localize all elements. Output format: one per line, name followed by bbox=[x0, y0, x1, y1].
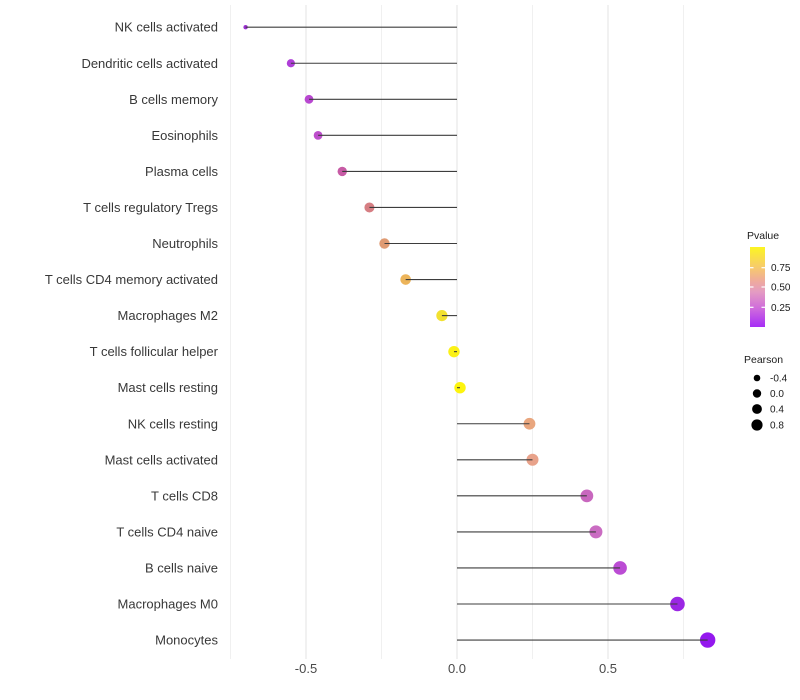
y-axis-label: Mast cells activated bbox=[105, 452, 218, 467]
pearson-legend-label: -0.4 bbox=[770, 374, 788, 385]
pearson-legend-label: 0.8 bbox=[770, 421, 784, 432]
pvalue-colorbar bbox=[750, 247, 765, 327]
y-axis-label: Eosinophils bbox=[152, 128, 219, 143]
y-axis-label: NK cells resting bbox=[128, 416, 218, 431]
y-axis-label: Neutrophils bbox=[152, 236, 218, 251]
y-axis-label: Plasma cells bbox=[145, 164, 218, 179]
pearson-legend-title: Pearson bbox=[744, 354, 783, 366]
pearson-legend-dot bbox=[753, 374, 761, 382]
lollipop-dot bbox=[448, 345, 460, 358]
y-axis-label: Monocytes bbox=[155, 633, 218, 648]
pearson-legend-dot bbox=[752, 404, 762, 414]
pearson-legend-label: 0.0 bbox=[770, 389, 784, 400]
y-axis-label: B cells naive bbox=[145, 560, 218, 575]
pearson-legend-dot bbox=[751, 419, 763, 431]
pearson-legend-label: 0.4 bbox=[770, 405, 784, 416]
pvalue-tick-label: 0.50 bbox=[771, 283, 791, 294]
pvalue-legend-title: Pvalue bbox=[747, 230, 779, 242]
pvalue-tick-label: 0.25 bbox=[771, 303, 791, 314]
x-tick-label: 0.5 bbox=[599, 661, 617, 676]
y-axis-label: T cells follicular helper bbox=[90, 344, 219, 359]
y-axis-label: T cells regulatory Tregs bbox=[83, 200, 218, 215]
y-axis-label: NK cells activated bbox=[115, 20, 218, 35]
pvalue-tick-label: 0.75 bbox=[771, 263, 791, 274]
y-axis-label: Macrophages M2 bbox=[118, 308, 218, 323]
x-tick-label: 0.0 bbox=[448, 661, 466, 676]
y-axis-label: T cells CD4 memory activated bbox=[45, 272, 218, 287]
lollipop-dot bbox=[379, 238, 390, 249]
y-axis-label: Macrophages M0 bbox=[118, 597, 218, 612]
pearson-legend-dot bbox=[752, 389, 762, 398]
y-axis-label: T cells CD4 naive bbox=[116, 524, 218, 539]
y-axis-label: B cells memory bbox=[129, 92, 218, 107]
y-axis-label: T cells CD8 bbox=[151, 488, 218, 503]
x-tick-label: -0.5 bbox=[295, 661, 317, 676]
y-axis-label: Dendritic cells activated bbox=[81, 56, 218, 71]
y-axis-label: Mast cells resting bbox=[118, 380, 218, 395]
